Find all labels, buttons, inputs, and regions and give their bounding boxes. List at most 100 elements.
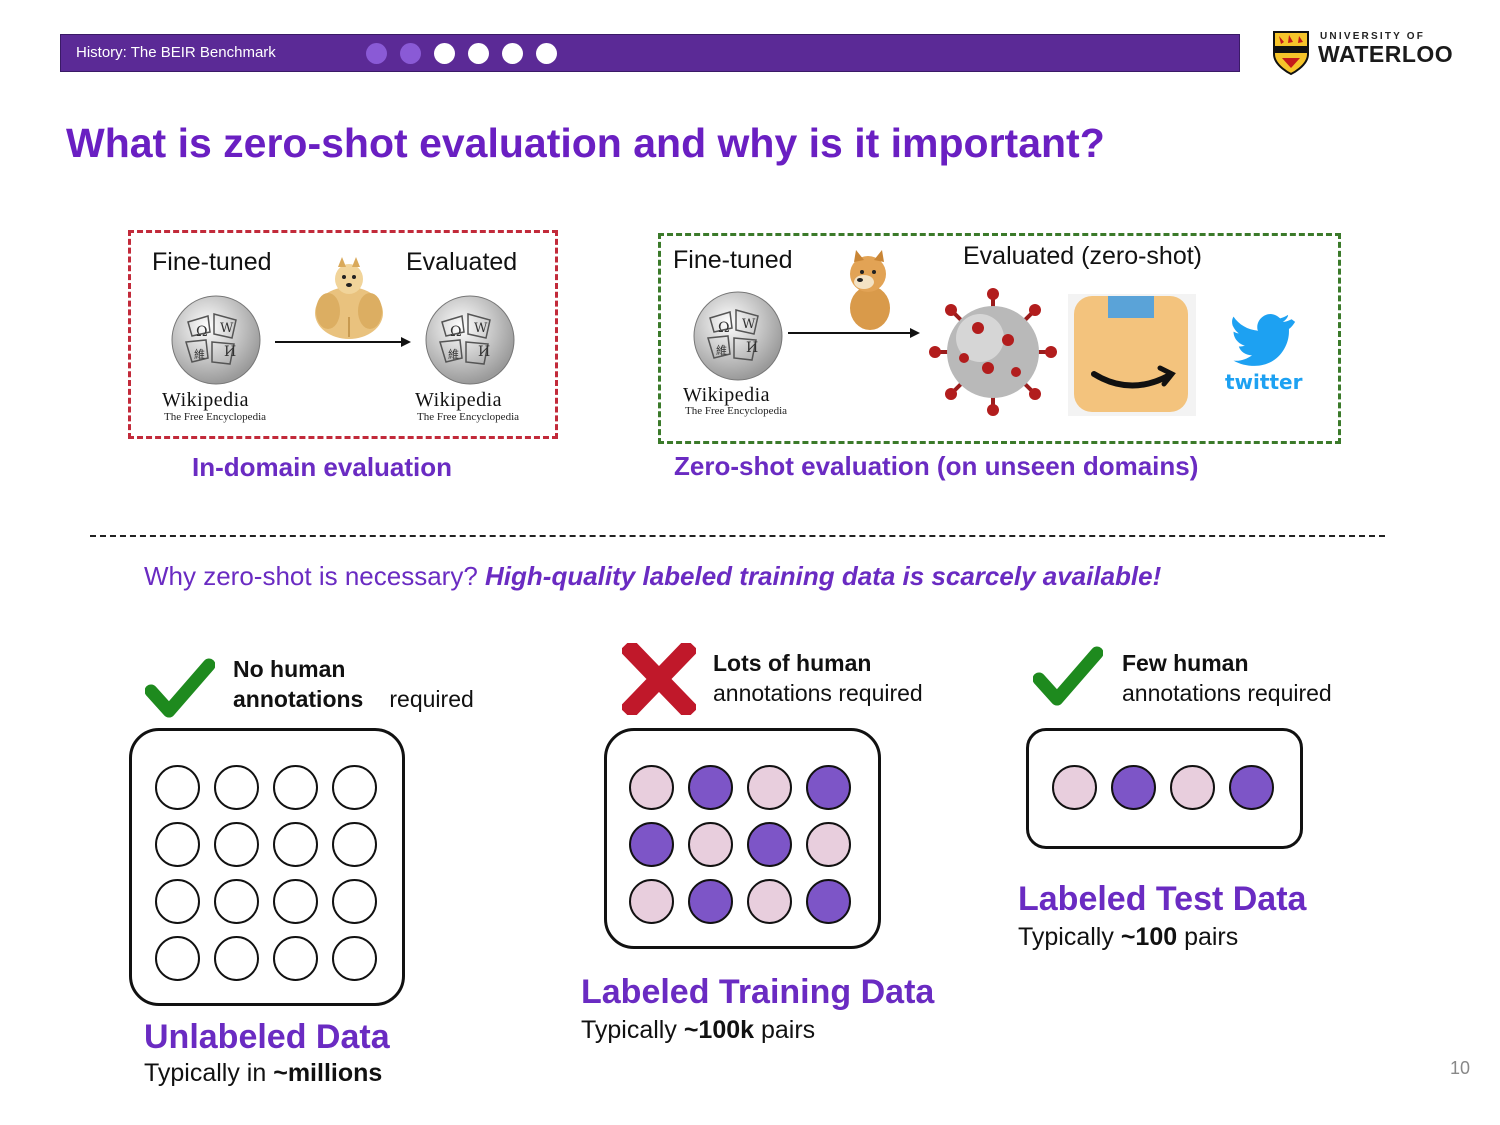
data-point-circle xyxy=(806,765,851,810)
data-point-circle xyxy=(214,822,259,867)
svg-text:Ω: Ω xyxy=(196,324,208,340)
subtitle-bold: ~100 xyxy=(1120,923,1178,951)
progress-dot xyxy=(536,43,557,64)
data-point-circle xyxy=(214,765,259,810)
data-point-circle xyxy=(155,936,200,981)
data-point-circle xyxy=(155,822,200,867)
data-point-circle xyxy=(1052,765,1097,810)
subtitle-prefix: Typically xyxy=(581,1016,684,1044)
section-title: History: The BEIR Benchmark xyxy=(76,44,276,61)
data-point-circle xyxy=(1229,765,1274,810)
svg-text:И: И xyxy=(746,340,758,356)
annotation-note: Few human annotations required xyxy=(1122,648,1332,708)
muscular-doge-icon xyxy=(315,257,383,339)
unlabeled-subtitle: Typically in ~millions xyxy=(144,1059,382,1088)
annotation-note: Lots of human annotations required xyxy=(713,648,923,708)
data-point-circle xyxy=(747,879,792,924)
progress-dot xyxy=(502,43,523,64)
svg-text:И: И xyxy=(478,344,490,360)
check-icon xyxy=(1033,646,1103,706)
section-header-bar: History: The BEIR Benchmark xyxy=(60,34,1240,72)
in-domain-finetuned-label: Fine-tuned xyxy=(152,248,272,276)
subtitle-prefix: Typically in xyxy=(144,1059,274,1087)
page-title: What is zero-shot evaluation and why is … xyxy=(66,120,1105,166)
data-point-circle xyxy=(747,822,792,867)
wikipedia-tagline: The Free Encyclopedia xyxy=(685,405,788,417)
subtitle-suffix: pairs xyxy=(754,1016,816,1044)
test-heading: Labeled Test Data xyxy=(1018,880,1307,918)
in-domain-caption: In-domain evaluation xyxy=(192,452,453,482)
wikipedia-tagline: The Free Encyclopedia xyxy=(417,411,520,423)
svg-text:Ω: Ω xyxy=(450,324,462,340)
data-point-circle xyxy=(155,879,200,924)
data-point-circle xyxy=(1111,765,1156,810)
svg-text:維: 維 xyxy=(716,344,727,357)
data-point-circle xyxy=(688,765,733,810)
subtitle-bold: ~100k xyxy=(683,1016,755,1044)
wikipedia-wordmark: Wikipedia xyxy=(415,389,502,411)
data-point-circle xyxy=(747,765,792,810)
data-point-circle xyxy=(273,765,318,810)
cheems-doge-icon xyxy=(850,250,890,330)
zero-shot-evaluated-label: Evaluated (zero-shot) xyxy=(963,242,1203,270)
data-point-circle xyxy=(273,936,318,981)
unlabeled-heading: Unlabeled Data xyxy=(144,1018,390,1056)
annotation-rest: required xyxy=(389,686,474,712)
svg-text:W: W xyxy=(474,321,488,336)
in-domain-evaluated-label: Evaluated xyxy=(406,248,518,276)
progress-dot xyxy=(434,43,455,64)
data-point-circle xyxy=(332,765,377,810)
data-point-circle xyxy=(273,879,318,924)
cross-icon xyxy=(622,643,696,715)
wikipedia-globe-icon: Ω W И 維 xyxy=(425,295,515,385)
data-point-circle xyxy=(1170,765,1215,810)
data-point-circle xyxy=(688,879,733,924)
data-point-circle xyxy=(214,936,259,981)
data-point-circle xyxy=(155,765,200,810)
annotation-rest: annotations required xyxy=(713,680,923,706)
svg-text:維: 維 xyxy=(448,348,459,361)
svg-text:W: W xyxy=(220,321,234,336)
wikipedia-globe-icon: Ω W И 維 xyxy=(693,291,783,381)
twitter-icon xyxy=(1232,314,1296,366)
check-icon xyxy=(145,658,215,718)
wikipedia-wordmark: Wikipedia xyxy=(162,389,249,411)
subtitle-suffix: pairs xyxy=(1177,923,1239,951)
test-subtitle: Typically ~100 pairs xyxy=(1018,923,1238,952)
svg-text:W: W xyxy=(742,317,756,332)
why-zero-shot-text: Why zero-shot is necessary? High-quality… xyxy=(144,561,1161,592)
why-answer: High-quality labeled training data is sc… xyxy=(485,561,1162,591)
wikipedia-tagline: The Free Encyclopedia xyxy=(164,411,267,423)
annotation-bold: Lots of human xyxy=(713,650,872,676)
data-point-circle xyxy=(806,879,851,924)
shield-crest-icon xyxy=(1273,31,1309,76)
data-point-circle xyxy=(332,879,377,924)
arrow-right-icon xyxy=(788,328,920,338)
logo-small-text: UNIVERSITY OF xyxy=(1320,31,1426,42)
annotation-rest: annotations required xyxy=(1122,680,1332,706)
subtitle-bold: ~millions xyxy=(273,1059,383,1087)
progress-dot xyxy=(366,43,387,64)
svg-text:И: И xyxy=(224,344,236,360)
training-subtitle: Typically ~100k pairs xyxy=(581,1016,815,1045)
arrow-right-icon xyxy=(275,337,411,347)
coronavirus-icon xyxy=(929,288,1057,416)
progress-dot xyxy=(468,43,489,64)
twitter-wordmark: twitter xyxy=(1225,370,1303,394)
wikipedia-wordmark: Wikipedia xyxy=(683,384,770,406)
zero-shot-caption: Zero-shot evaluation (on unseen domains) xyxy=(674,451,1199,481)
annotation-bold: Few human xyxy=(1122,650,1249,676)
data-point-circle xyxy=(629,765,674,810)
logo-big-text: WATERLOO xyxy=(1318,41,1454,67)
university-logo: UNIVERSITY OF WATERLOO xyxy=(1272,28,1472,78)
data-point-circle xyxy=(214,879,259,924)
subtitle-prefix: Typically xyxy=(1018,923,1121,951)
in-domain-box xyxy=(128,230,558,439)
why-question: Why zero-shot is necessary? xyxy=(144,561,478,591)
progress-dot xyxy=(400,43,421,64)
data-point-circle xyxy=(273,822,318,867)
zero-shot-finetuned-label: Fine-tuned xyxy=(673,246,793,274)
svg-text:Ω: Ω xyxy=(718,320,730,336)
wikipedia-globe-icon: Ω W И 維 xyxy=(171,295,261,385)
data-point-circle xyxy=(332,822,377,867)
